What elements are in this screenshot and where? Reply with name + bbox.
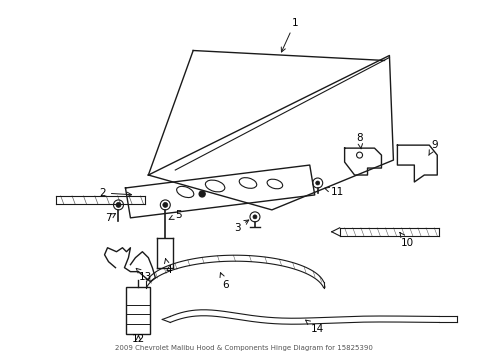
Text: 3: 3	[233, 220, 248, 233]
Text: 7: 7	[105, 213, 115, 223]
Text: 4: 4	[164, 258, 171, 275]
Text: 2: 2	[99, 188, 131, 198]
Text: 10: 10	[399, 233, 413, 248]
Text: 14: 14	[305, 320, 324, 334]
Circle shape	[315, 181, 319, 185]
Text: 1: 1	[281, 18, 298, 52]
Text: 2009 Chevrolet Malibu Hood & Components Hinge Diagram for 15825390: 2009 Chevrolet Malibu Hood & Components …	[115, 345, 372, 351]
Text: 11: 11	[324, 187, 344, 197]
Text: 12: 12	[132, 334, 145, 345]
Text: 6: 6	[220, 273, 228, 289]
Text: 5: 5	[169, 210, 181, 220]
Circle shape	[163, 202, 167, 207]
Circle shape	[252, 215, 256, 219]
Text: 13: 13	[136, 268, 152, 282]
Circle shape	[199, 191, 205, 197]
Text: 9: 9	[428, 140, 437, 156]
Circle shape	[116, 202, 121, 207]
Text: 8: 8	[356, 133, 362, 149]
